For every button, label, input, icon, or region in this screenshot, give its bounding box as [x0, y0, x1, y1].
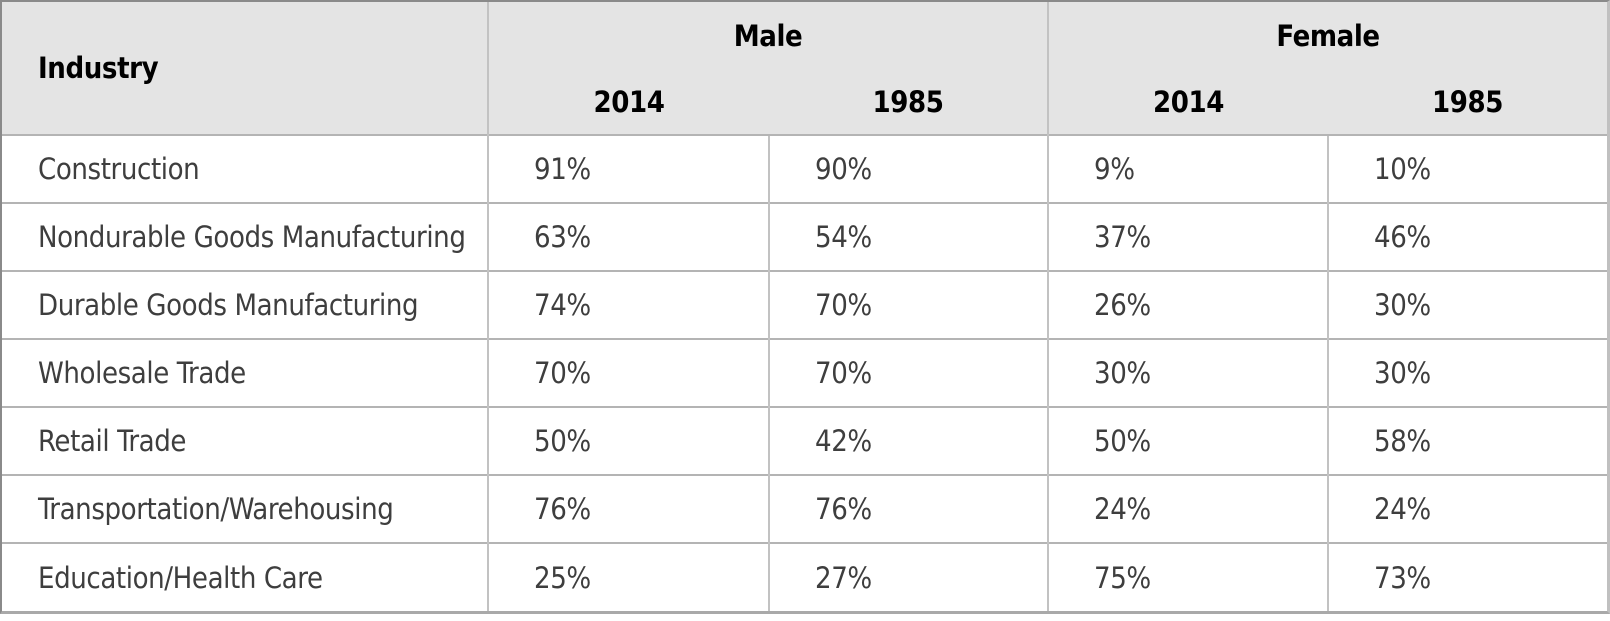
male-2014-cell: 70% — [487, 338, 769, 407]
male-2014-cell: 25% — [487, 542, 769, 611]
data-table: Industry Male Female 2014 1985 2014 1985… — [2, 2, 1608, 611]
female-1985-cell: 46% — [1327, 202, 1608, 271]
table-row-transportation-warehousing: Transportation/Warehousing 76% 76% 24% 2… — [2, 474, 1608, 543]
header-year-row: 2014 1985 2014 1985 — [2, 69, 1608, 135]
table-header: Industry Male Female 2014 1985 2014 1985 — [2, 2, 1608, 135]
table-row-durable-goods: Durable Goods Manufacturing 74% 70% 26% … — [2, 270, 1608, 339]
female-1985-cell: 73% — [1327, 542, 1608, 611]
industry-cell: Education/Health Care — [2, 542, 488, 611]
female-2014-cell: 30% — [1047, 338, 1329, 407]
male-1985-cell: 27% — [767, 542, 1049, 611]
table-row-retail-trade: Retail Trade 50% 42% 50% 58% — [2, 406, 1608, 475]
female-1985-cell: 30% — [1327, 270, 1608, 339]
female-2014-cell: 26% — [1047, 270, 1329, 339]
column-group-male: Male — [486, 2, 1049, 69]
male-1985-cell: 42% — [767, 406, 1049, 475]
female-1985-cell: 30% — [1327, 338, 1608, 407]
table-row-nondurable-goods: Nondurable Goods Manufacturing 63% 54% 3… — [2, 202, 1608, 271]
male-2014-cell: 50% — [487, 406, 769, 475]
header-group-row: Industry Male Female — [2, 2, 1608, 135]
column-group-female: Female — [1047, 2, 1608, 69]
female-2014-cell: 75% — [1047, 542, 1329, 611]
male-2014-cell: 63% — [487, 202, 769, 271]
female-2014-cell: 50% — [1047, 406, 1329, 475]
industry-cell: Nondurable Goods Manufacturing — [2, 202, 488, 271]
table-body: Construction 91% 90% 9% 10% Nondurable G… — [2, 134, 1608, 611]
male-2014-cell: 91% — [487, 134, 769, 203]
column-header-female-1985: 1985 — [1328, 69, 1608, 135]
table-row-wholesale-trade: Wholesale Trade 70% 70% 30% 30% — [2, 338, 1608, 407]
male-1985-cell: 54% — [767, 202, 1049, 271]
column-header-male-2014: 2014 — [487, 69, 769, 135]
industry-cell: Transportation/Warehousing — [2, 474, 488, 543]
male-2014-cell: 76% — [487, 474, 769, 543]
industry-cell: Construction — [2, 134, 488, 203]
column-header-industry: Industry — [2, 2, 488, 135]
industry-cell: Durable Goods Manufacturing — [2, 270, 488, 339]
column-header-male-1985: 1985 — [769, 69, 1049, 135]
female-1985-cell: 10% — [1327, 134, 1608, 203]
female-1985-cell: 24% — [1327, 474, 1608, 543]
female-2014-cell: 37% — [1047, 202, 1329, 271]
female-2014-cell: 9% — [1047, 134, 1329, 203]
male-1985-cell: 90% — [767, 134, 1049, 203]
column-header-female-2014: 2014 — [1047, 69, 1329, 135]
male-1985-cell: 76% — [767, 474, 1049, 543]
male-2014-cell: 74% — [487, 270, 769, 339]
industry-cell: Retail Trade — [2, 406, 488, 475]
female-1985-cell: 58% — [1327, 406, 1608, 475]
male-1985-cell: 70% — [767, 270, 1049, 339]
female-2014-cell: 24% — [1047, 474, 1329, 543]
industry-cell: Wholesale Trade — [2, 338, 488, 407]
male-1985-cell: 70% — [767, 338, 1049, 407]
table-row-education-health-care: Education/Health Care 25% 27% 75% 73% — [2, 542, 1608, 611]
table-row-construction: Construction 91% 90% 9% 10% — [2, 134, 1608, 203]
